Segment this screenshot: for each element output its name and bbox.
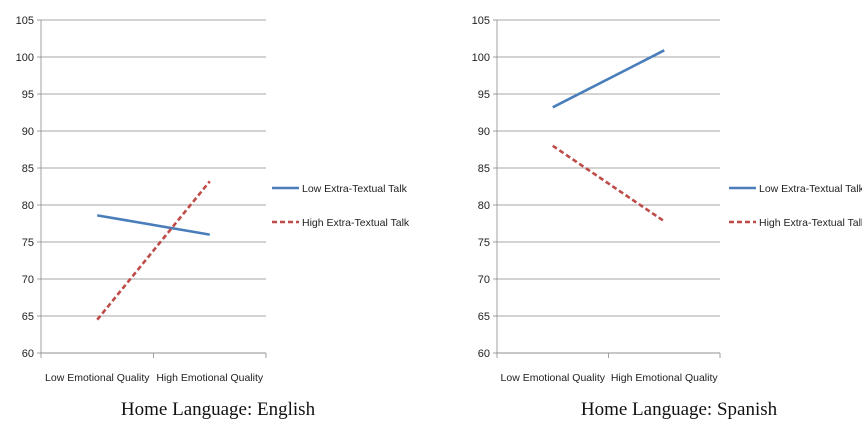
legend-label: Low Extra-Textual Talk: [759, 183, 862, 195]
y-tick-label: 85: [22, 163, 34, 175]
y-tick-label: 70: [22, 274, 34, 286]
y-tick-label: 70: [478, 274, 490, 286]
series-line-high-extra-textual-talk: [96, 180, 211, 321]
chart-panel-1: 60 65 70 75 80 85 90 95 100 105 Low Emotional Qual…: [16, 15, 410, 420]
y-tick-label: 100: [472, 52, 490, 64]
y-tick-label: 100: [16, 52, 34, 64]
y-tick-label: 105: [16, 15, 34, 27]
y-tick-label: 85: [478, 163, 490, 175]
y-tick-label: 60: [22, 348, 34, 360]
y-tick-label: 65: [478, 311, 490, 323]
series-line-low-extra-textual-talk: [552, 49, 665, 109]
y-tick-label: 60: [478, 348, 490, 360]
x-category-label: Low Emotional Quality: [45, 372, 150, 384]
x-category-label: Low Emotional Quality: [501, 372, 606, 384]
series-line-high-extra-textual-talk: [552, 144, 665, 223]
legend-label: Low Extra-Textual Talk: [302, 183, 408, 195]
y-tick-label: 95: [22, 89, 34, 101]
y-tick-label: 75: [22, 237, 34, 249]
chart-caption: Home Language: Spanish: [581, 399, 778, 420]
y-tick-label: 90: [22, 126, 34, 138]
y-tick-label: 75: [478, 237, 490, 249]
legend-label: High Extra-Textual Talk: [759, 217, 862, 229]
series-line-low-extra-textual-talk: [97, 214, 210, 236]
legend-label: High Extra-Textual Talk: [302, 217, 410, 229]
x-category-label: High Emotional Quality: [611, 372, 719, 384]
x-category-label: High Emotional Quality: [156, 372, 264, 384]
chart-panel-2: 60 65 70 75 80 85 90 95 100 105 Low Emotional Qual…: [472, 15, 862, 420]
y-tick-label: 95: [478, 89, 490, 101]
y-tick-label: 80: [478, 200, 490, 212]
y-tick-label: 90: [478, 126, 490, 138]
chart-caption: Home Language: English: [121, 399, 316, 420]
y-tick-label: 80: [22, 200, 34, 212]
y-tick-label: 105: [472, 15, 490, 27]
y-tick-label: 65: [22, 311, 34, 323]
